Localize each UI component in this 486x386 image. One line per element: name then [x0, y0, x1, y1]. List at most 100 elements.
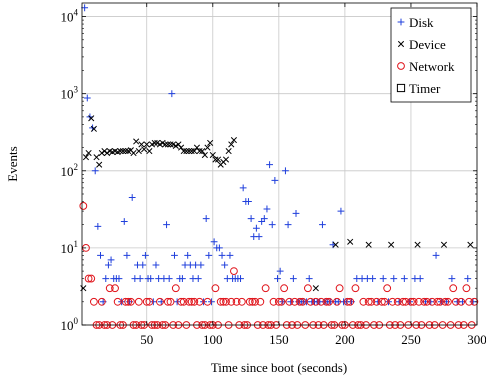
x-tick-label: 50	[140, 332, 153, 347]
point-disk	[253, 225, 260, 232]
point-disk	[118, 298, 125, 305]
point-device	[192, 148, 197, 153]
point-device	[186, 148, 191, 153]
point-device	[102, 148, 107, 153]
point-device	[226, 148, 231, 153]
y-tick-label: 102	[61, 162, 79, 179]
point-disk	[293, 210, 300, 217]
point-device	[178, 145, 183, 150]
point-disk	[248, 215, 255, 222]
x-tick-label: 200	[335, 332, 355, 347]
x-tick-label: 300	[467, 332, 486, 347]
legend: Disk Device Network Timer	[391, 8, 471, 102]
legend-label-timer: Timer	[409, 81, 441, 96]
point-disk	[205, 252, 212, 259]
point-device	[123, 148, 128, 153]
point-device	[181, 148, 186, 153]
point-device	[197, 148, 202, 153]
point-network	[384, 285, 391, 292]
x-axis-label: Time since boot (seconds)	[211, 360, 347, 375]
point-network	[262, 285, 269, 292]
legend-label-network: Network	[409, 59, 455, 74]
point-device	[223, 157, 228, 162]
point-device	[366, 242, 371, 247]
point-disk	[285, 221, 292, 228]
point-disk	[369, 275, 376, 282]
point-disk	[171, 252, 178, 259]
point-disk	[168, 90, 175, 97]
point-disk	[221, 262, 228, 269]
point-device	[89, 116, 94, 121]
point-disk	[306, 275, 313, 282]
point-disk	[266, 161, 273, 168]
point-disk	[219, 252, 226, 259]
point-disk	[385, 298, 392, 305]
point-disk	[195, 275, 202, 282]
point-disk	[200, 298, 207, 305]
point-device	[441, 242, 446, 247]
point-disk	[448, 275, 455, 282]
point-disk	[464, 275, 471, 282]
x-tick-label: 250	[401, 332, 421, 347]
point-device	[147, 148, 152, 153]
point-device	[141, 147, 146, 152]
point-disk	[203, 215, 210, 222]
point-disk	[338, 208, 345, 215]
y-tick-label: 103	[61, 85, 79, 102]
point-network	[172, 285, 179, 292]
point-network	[135, 298, 142, 305]
point-disk	[240, 184, 247, 191]
point-disk	[97, 252, 104, 259]
point-network	[450, 285, 457, 292]
point-device	[313, 285, 318, 290]
point-device	[468, 242, 473, 247]
x-tick-label: 100	[203, 332, 223, 347]
point-device	[189, 148, 194, 153]
point-disk	[153, 262, 160, 269]
point-device	[168, 142, 173, 147]
point-device	[388, 242, 393, 247]
point-disk	[319, 221, 326, 228]
point-disk	[163, 221, 170, 228]
point-device	[136, 148, 141, 153]
point-disk	[290, 275, 297, 282]
point-device	[133, 139, 138, 144]
point-device	[94, 154, 99, 159]
point-device	[91, 126, 96, 131]
point-disk	[137, 275, 144, 282]
point-disk	[208, 298, 215, 305]
point-disk	[121, 218, 128, 225]
point-disk	[92, 167, 99, 174]
point-network	[336, 285, 343, 292]
point-device	[347, 239, 352, 244]
point-network	[463, 285, 470, 292]
point-disk	[282, 167, 289, 174]
point-device	[120, 148, 125, 153]
point-disk	[274, 275, 281, 282]
point-disk	[124, 252, 131, 259]
point-device	[415, 242, 420, 247]
point-device	[194, 145, 199, 150]
point-disk	[417, 275, 424, 282]
point-disk	[197, 262, 204, 269]
point-network	[80, 203, 87, 210]
point-device	[163, 142, 168, 147]
point-device	[99, 150, 104, 155]
point-disk	[256, 233, 263, 240]
legend-label-device: Device	[409, 37, 446, 52]
point-disk	[271, 177, 278, 184]
point-network	[90, 298, 97, 305]
legend-label-disk: Disk	[409, 15, 434, 30]
point-device	[131, 150, 136, 155]
point-disk	[390, 275, 397, 282]
point-device	[96, 162, 101, 167]
point-disk	[166, 275, 173, 282]
point-disk	[139, 262, 146, 269]
point-disk	[433, 252, 440, 259]
point-disk	[227, 252, 234, 259]
point-disk	[211, 238, 218, 245]
y-tick-label: 100	[61, 316, 79, 333]
x-tick-label: 150	[269, 332, 289, 347]
y-axis-label: Events	[5, 146, 20, 181]
